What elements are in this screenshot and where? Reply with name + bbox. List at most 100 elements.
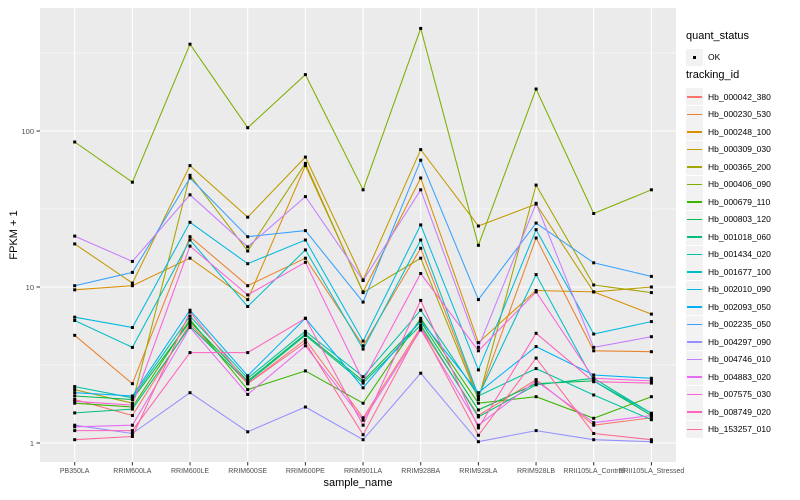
x-tick-label-RRIM600PE: RRIM600PE [285,468,325,475]
data-point [246,298,250,302]
data-point [419,246,423,250]
data-point [649,379,653,383]
data-point [361,423,365,427]
data-point [303,248,307,252]
data-point [73,333,77,337]
data-point [649,438,653,442]
legend-entry-Hb_004883_020: Hb_004883_020 [686,368,771,386]
legend-key-box [686,228,703,246]
x-axis-title: sample_name [323,477,393,489]
legend-entry-label: Hb_007575_030 [708,389,771,400]
data-point [592,423,596,427]
legend-key-box [686,350,703,368]
data-point [649,291,653,295]
legend-entry-Hb_001677_100: Hb_001677_100 [686,263,771,281]
legend-entry-Hb_000679_110: Hb_000679_110 [686,193,770,211]
data-point [419,238,423,242]
data-point [246,126,250,130]
data-point [303,155,307,159]
legend-entry-Hb_004746_010: Hb_004746_010 [686,350,771,369]
legend-entry-label: Hb_004297_090 [708,336,771,347]
data-point [361,291,365,295]
x-tick-label-RRIM901LA: RRIM901LA [343,468,383,475]
data-point [303,333,307,337]
data-point [188,256,192,260]
legend-entry-label: Hb_001677_100 [708,266,771,277]
data-point [649,312,653,316]
data-point [303,256,307,260]
legend-key-box [686,315,703,333]
data-point [130,345,134,349]
data-point [534,331,538,335]
legend-entry-label: Hb_000309_030 [708,144,771,155]
legend-entry-label: Hb_000679_110 [708,196,771,207]
legend-entry-Hb_001018_060: Hb_001018_060 [686,228,771,246]
legend-entry-ok: OK [686,48,720,67]
data-point [130,414,134,417]
data-point [476,394,480,398]
data-point [419,316,423,320]
data-point [649,418,653,422]
data-point [130,429,134,433]
legend-key-box [686,210,703,228]
legend-line-icon [687,411,702,413]
data-point [361,438,365,442]
data-point [592,349,596,353]
data-point [534,367,538,371]
data-point [188,238,192,242]
data-point [534,383,538,387]
legend-title-tracking-id: tracking_id [686,69,740,81]
legend-key-box [686,158,703,176]
legend-key-box [686,280,703,298]
data-point [130,403,134,407]
legend-entry-label: Hb_153257_010 [708,424,771,435]
data-point [592,212,596,215]
legend-line-icon [687,96,702,98]
legend-line-icon [687,113,702,115]
data-point [649,320,653,324]
data-point [130,394,134,398]
data-point [73,391,77,395]
data-point [476,224,480,228]
data-point [592,432,596,435]
data-point [534,221,538,225]
data-point [592,283,596,287]
data-point [303,369,307,373]
legend-title-quant-status: quant_status [686,30,749,42]
data-point [419,148,423,152]
legend-key-box [686,105,703,123]
data-point [649,285,653,289]
legend-entry-Hb_001434_020: Hb_001434_020 [686,245,771,264]
legend-key-box [686,193,703,211]
data-point [476,401,480,405]
data-point [419,298,423,302]
data-point [592,345,596,349]
data-point [534,201,538,205]
legend-line-icon [687,148,702,150]
data-point [130,435,134,438]
data-point [73,234,77,238]
legend-line-icon [687,341,702,343]
data-point [419,176,423,180]
data-point [246,382,250,386]
legend-line-icon [687,288,702,290]
data-point [476,243,480,247]
legend-entry-Hb_008749_020: Hb_008749_020 [686,403,771,421]
legend-entry-Hb_000803_120: Hb_000803_120 [686,210,771,229]
data-point [476,345,480,349]
data-point [188,317,192,321]
legend-entry-Hb_004297_090: Hb_004297_090 [686,333,771,351]
data-point [73,284,77,288]
legend-line-icon [687,166,702,168]
data-point [73,401,77,405]
data-point [592,290,596,294]
legend-line-icon [687,323,702,325]
data-point [419,256,423,260]
data-point [361,375,365,379]
data-point [246,284,250,288]
data-point [534,429,538,433]
data-point [361,379,365,383]
legend-entry-Hb_002010_090: Hb_002010_090 [686,280,771,299]
legend-entry-Hb_002093_050: Hb_002093_050 [686,298,771,316]
